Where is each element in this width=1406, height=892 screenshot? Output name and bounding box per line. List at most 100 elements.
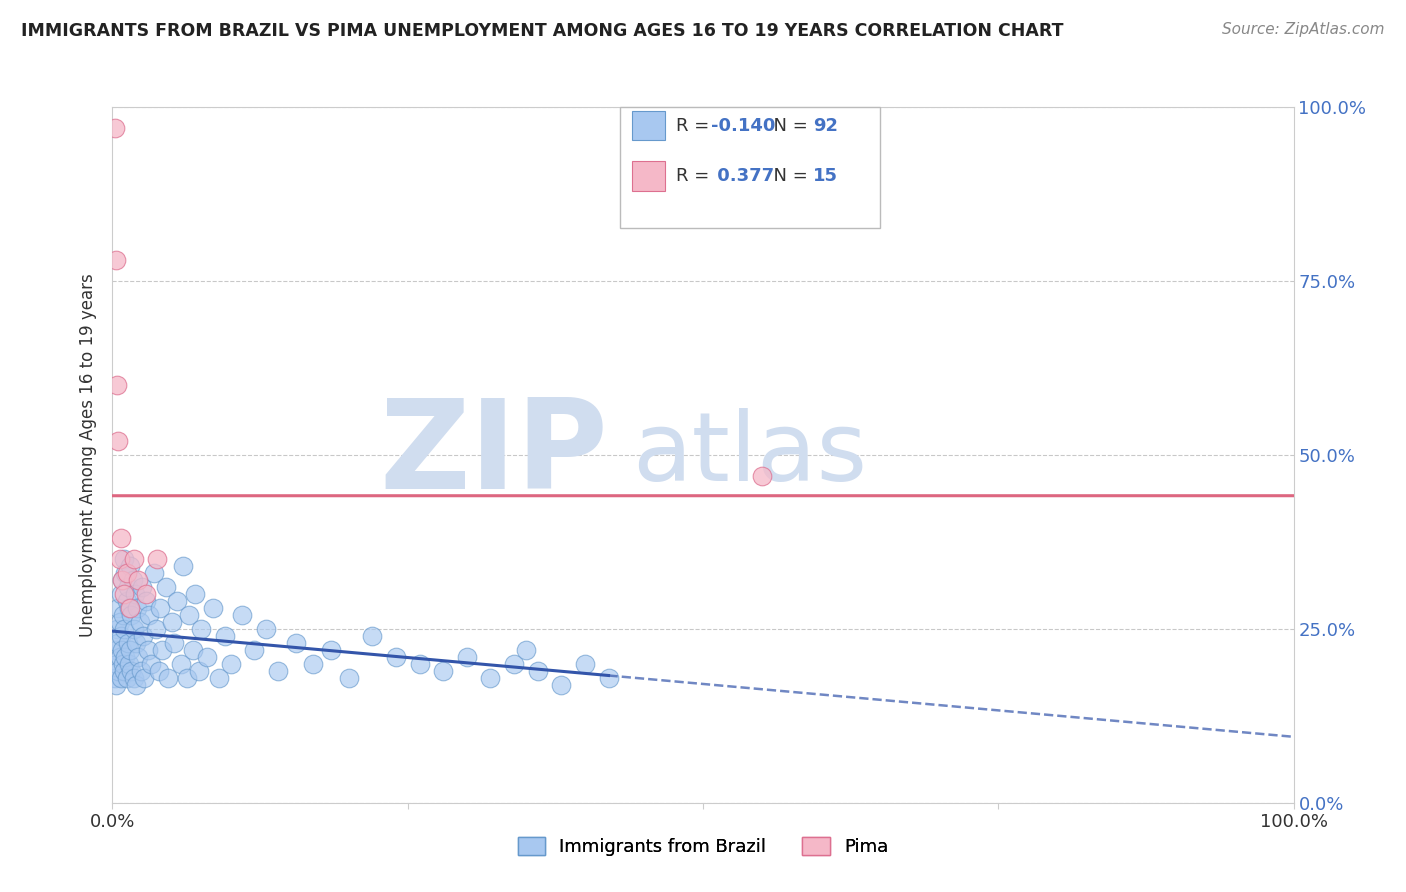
FancyBboxPatch shape (620, 107, 880, 228)
Point (110, 629, 132, 643)
Point (120, 601, 142, 615)
Point (361, 629, 384, 643)
Point (142, 566, 165, 581)
Point (105, 642, 128, 657)
Text: ZIP: ZIP (380, 394, 609, 516)
Point (138, 607, 160, 622)
Text: N =: N = (762, 117, 814, 135)
Point (302, 657, 325, 671)
Point (120, 607, 142, 622)
Point (146, 552, 169, 566)
Point (104, 671, 127, 685)
Legend: Immigrants from Brazil, Pima: Immigrants from Brazil, Pima (510, 830, 896, 863)
Point (110, 671, 132, 685)
Point (127, 601, 149, 615)
Point (112, 587, 135, 601)
Point (408, 657, 430, 671)
Point (108, 552, 131, 566)
Point (115, 671, 138, 685)
Point (456, 649, 478, 664)
Text: IMMIGRANTS FROM BRAZIL VS PIMA UNEMPLOYMENT AMONG AGES 16 TO 19 YEARS CORRELATIO: IMMIGRANTS FROM BRAZIL VS PIMA UNEMPLOYM… (21, 22, 1063, 40)
Point (172, 559, 194, 574)
Point (155, 580, 177, 594)
Point (187, 664, 209, 678)
Point (751, 468, 773, 483)
Point (112, 664, 135, 678)
Point (114, 566, 136, 581)
Point (105, 677, 128, 691)
Point (550, 677, 572, 691)
Text: 15: 15 (813, 167, 838, 185)
Point (118, 601, 141, 615)
Point (148, 664, 170, 678)
Point (114, 649, 136, 664)
Point (115, 594, 138, 608)
Point (107, 601, 129, 615)
Point (195, 649, 218, 664)
Point (107, 434, 129, 448)
Point (120, 642, 142, 657)
Point (160, 615, 183, 629)
Point (208, 671, 231, 685)
Point (503, 657, 526, 671)
Point (214, 629, 236, 643)
Point (319, 642, 342, 657)
Point (179, 607, 201, 622)
Point (118, 657, 141, 671)
Point (128, 615, 150, 629)
Point (526, 664, 548, 678)
Point (149, 601, 172, 615)
Point (120, 664, 142, 678)
Point (111, 573, 134, 587)
Point (385, 649, 408, 664)
Point (122, 552, 145, 566)
Point (129, 664, 152, 678)
Point (112, 657, 135, 671)
Point (284, 636, 307, 650)
Point (131, 580, 153, 594)
Point (254, 622, 277, 636)
Point (145, 622, 167, 636)
Point (107, 664, 129, 678)
Point (136, 642, 159, 657)
Point (184, 587, 207, 601)
Point (243, 642, 266, 657)
Point (110, 587, 132, 601)
Point (122, 622, 145, 636)
Point (124, 587, 146, 601)
Point (163, 636, 186, 650)
Text: R =: R = (676, 167, 714, 185)
Y-axis label: Unemployment Among Ages 16 to 19 years: Unemployment Among Ages 16 to 19 years (79, 273, 97, 637)
Point (170, 657, 193, 671)
Text: -0.140: -0.140 (711, 117, 776, 135)
Point (108, 615, 131, 629)
Point (479, 671, 502, 685)
Point (201, 601, 224, 615)
Point (337, 671, 360, 685)
Point (219, 657, 242, 671)
Point (127, 649, 149, 664)
Point (105, 253, 128, 268)
Text: atlas: atlas (633, 409, 868, 501)
Point (111, 573, 134, 587)
Point (110, 532, 132, 546)
Point (122, 671, 145, 685)
Point (125, 677, 148, 691)
Point (141, 657, 163, 671)
Point (166, 594, 188, 608)
Text: 92: 92 (813, 117, 838, 135)
Point (135, 587, 157, 601)
Text: N =: N = (762, 167, 814, 185)
Point (120, 559, 142, 574)
Text: R =: R = (676, 117, 714, 135)
Point (515, 642, 537, 657)
Point (105, 657, 128, 671)
Point (111, 642, 134, 657)
Point (125, 636, 148, 650)
Point (108, 649, 131, 664)
Point (117, 636, 139, 650)
Point (121, 573, 143, 587)
Point (156, 671, 179, 685)
Point (115, 566, 138, 581)
Text: 0.377: 0.377 (711, 167, 775, 185)
